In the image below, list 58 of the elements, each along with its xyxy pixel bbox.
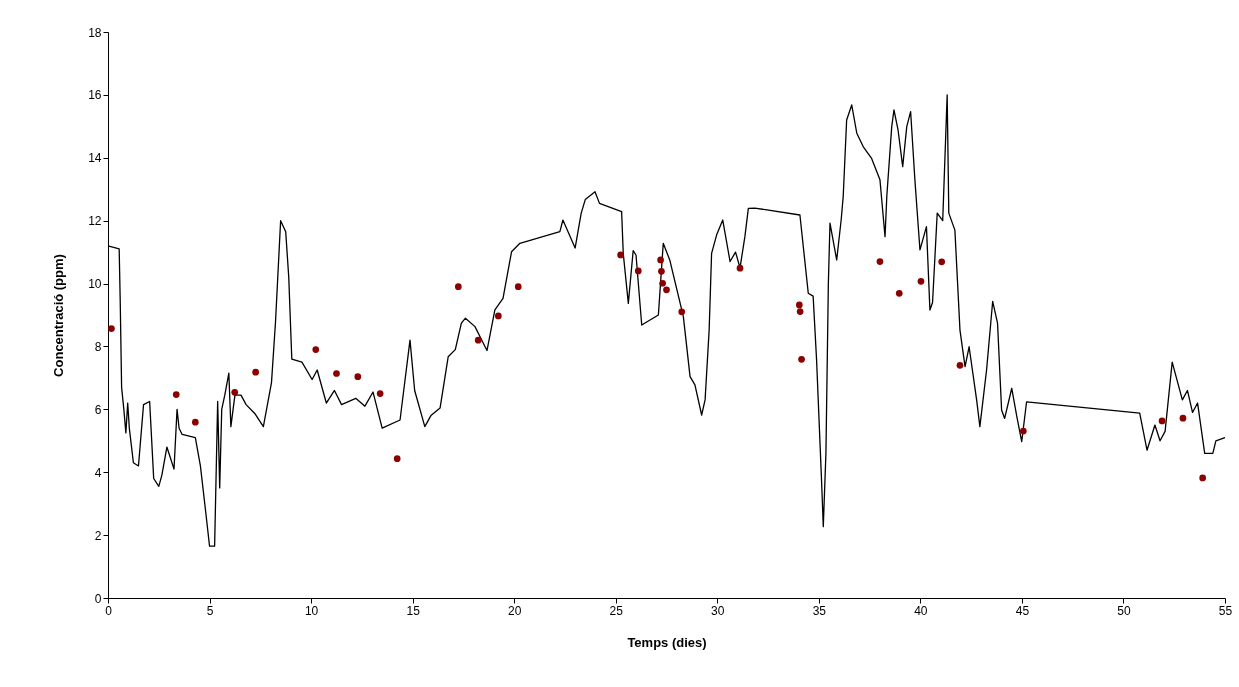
point: [376, 390, 384, 397]
point: [876, 258, 884, 265]
x-tick-label: 35: [812, 603, 827, 618]
point: [678, 308, 686, 316]
y-tick-label: 8: [94, 339, 102, 354]
x-tick-label: 5: [206, 603, 214, 618]
point: [1158, 417, 1166, 425]
y-tick-label: 0: [94, 591, 102, 606]
x-tick-label: 0: [105, 603, 113, 618]
y-tick-label: 4: [94, 465, 102, 480]
point: [1019, 427, 1027, 435]
point: [354, 373, 362, 380]
point: [617, 251, 624, 259]
point: [663, 286, 670, 294]
y-tick-label: 12: [88, 214, 102, 229]
point: [657, 256, 664, 264]
x-tick-label: 15: [406, 603, 421, 618]
point: [634, 267, 642, 275]
point: [659, 279, 666, 287]
point: [895, 289, 903, 297]
y-tick-label: 14: [88, 151, 102, 166]
x-tick-label: 10: [304, 603, 319, 618]
point: [736, 264, 744, 272]
y-tick-label: 18: [88, 25, 102, 40]
point: [795, 301, 803, 309]
x-tick-label: 55: [1218, 603, 1233, 618]
y-tick-label: 10: [88, 277, 102, 292]
point: [917, 278, 925, 285]
point: [312, 346, 320, 353]
x-tick-label: 45: [1015, 603, 1030, 618]
y-tick-label: 6: [94, 402, 102, 417]
x-tick-label: 25: [609, 603, 624, 618]
x-tick-label: 40: [914, 603, 928, 618]
point: [1199, 474, 1207, 482]
x-tick-label: 30: [711, 603, 725, 618]
point: [1179, 414, 1187, 422]
point: [658, 267, 665, 275]
point: [454, 283, 462, 291]
x-tick-label: 20: [508, 603, 522, 618]
point: [798, 355, 805, 363]
point: [252, 368, 259, 376]
x-tick-label: 50: [1117, 603, 1131, 618]
point: [231, 389, 239, 396]
point: [514, 283, 522, 291]
point: [333, 370, 340, 377]
point: [393, 455, 401, 463]
point: [191, 418, 199, 426]
y-tick-label: 2: [94, 528, 102, 543]
y-tick-label: 16: [88, 88, 102, 103]
x-axis-title: Temps (dies): [627, 634, 707, 650]
point: [956, 361, 964, 369]
y-axis-title: Concentració (ppm): [51, 254, 67, 377]
point: [494, 312, 502, 320]
point: [172, 391, 180, 398]
point: [938, 258, 946, 266]
point: [474, 336, 482, 344]
point: [108, 325, 115, 332]
point: [796, 308, 804, 315]
